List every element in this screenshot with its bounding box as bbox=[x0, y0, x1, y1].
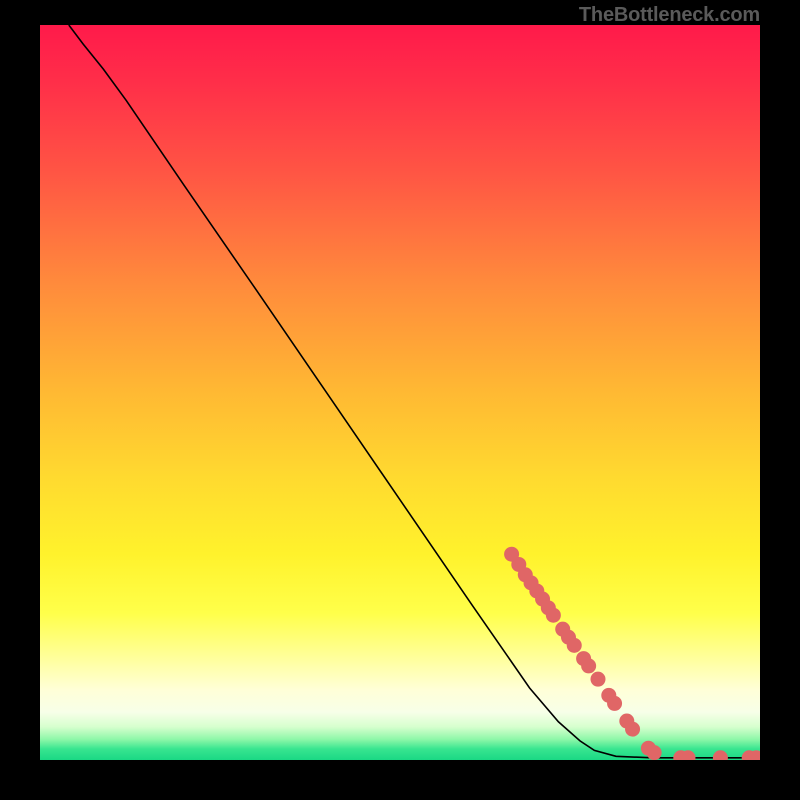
data-marker bbox=[567, 638, 582, 653]
plot-area bbox=[40, 25, 760, 760]
chart-frame: TheBottleneck.com bbox=[0, 0, 800, 800]
data-marker bbox=[713, 750, 728, 760]
marker-group bbox=[504, 547, 760, 760]
chart-svg bbox=[40, 25, 760, 760]
data-marker bbox=[591, 672, 606, 687]
data-marker bbox=[607, 696, 622, 711]
watermark-text: TheBottleneck.com bbox=[579, 4, 760, 27]
bottleneck-curve bbox=[69, 25, 753, 758]
data-marker bbox=[546, 608, 561, 623]
data-marker bbox=[647, 745, 662, 760]
data-marker bbox=[625, 722, 640, 737]
data-marker bbox=[581, 658, 596, 673]
